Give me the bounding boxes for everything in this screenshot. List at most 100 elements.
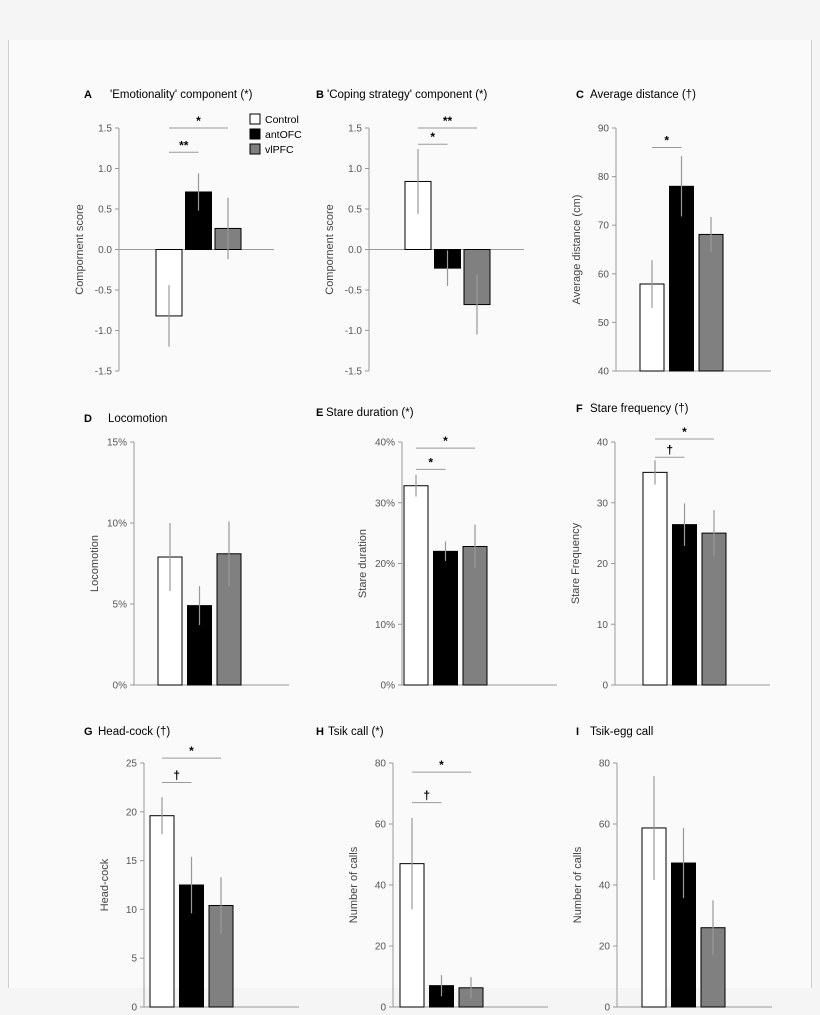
y-tick-label: 10% [375,620,395,631]
figure-canvas: A 'Emotionality' component (*) 1.5 1.0 0.5 0.… [74,89,772,1014]
panel-title: Locomotion [108,413,167,425]
y-tick-label: -1.0 [345,326,363,337]
y-tick-label: 40 [375,881,387,892]
y-tick-label: -1.0 [95,326,113,337]
y-tick-label: 0% [381,681,396,692]
y-tick-label: 60 [598,269,610,280]
panel-letter: F [576,403,583,415]
significance-label: ** [179,138,189,152]
panel-c: C Average distance (†) 90 80 70 60 50 40 Average… [571,89,771,378]
panel-title: Head-cock (†) [98,726,170,738]
y-tick-label: 15% [107,438,127,449]
y-tick-label: 60 [599,820,611,831]
y-tick-label: 0.5 [98,205,112,216]
y-tick-label: 20 [126,807,138,818]
panel-title: Stare duration (*) [326,407,414,419]
legend-swatch-vlpfc [249,143,261,155]
significance-label: * [439,758,444,772]
y-tick-label: 5 [131,954,137,965]
significance-label: * [443,434,448,448]
y-tick-label: 0 [604,1003,610,1014]
significance-label: ** [443,114,453,128]
y-tick-label: 20 [599,942,611,953]
panel-letter: G [84,726,93,738]
y-tick-label: 60 [375,820,387,831]
y-tick-label: 5% [113,600,128,611]
panel-title: 'Coping strategy' component (*) [327,89,488,101]
y-tick-label: 1.0 [348,164,362,175]
y-tick-label: 0.0 [348,245,362,256]
panel-b: B 'Coping strategy' component (*) 1.5 1.0 0.… [316,89,524,378]
panel-letter: D [84,413,92,425]
panel-title: Stare frequency (†) [590,403,689,415]
y-tick-label: 40 [597,438,609,449]
y-tick-label: 25 [126,759,138,770]
y-tick-label: 0% [113,681,128,692]
y-axis-label: Locomotion [89,535,101,592]
significance-label: * [428,455,433,469]
y-axis-label: Stare duration [357,529,369,598]
y-tick-label: 0 [380,1003,386,1014]
legend: Control antOFC vlPFC [249,113,302,156]
significance-label: * [430,130,435,144]
legend-label-vlpfc: vlPFC [265,144,294,156]
panel-letter: E [316,407,323,419]
y-tick-label: 90 [598,124,610,135]
y-tick-label: -0.5 [95,286,113,297]
y-tick-label: 10 [597,620,609,631]
y-tick-label: 20% [375,559,395,570]
significance-label: † [423,789,430,803]
bar-vlpfc [462,545,488,686]
legend-label-control: Control [265,114,299,126]
significance-label: † [173,769,180,783]
panel-letter: B [316,89,324,101]
panel-i: I Tsik-egg call 80 60 40 20 0 Number of calls [572,726,772,1014]
bar-antofc [433,550,458,686]
panel-h: H Tsik call (*) 80 60 40 20 0 Number of calls † * [316,726,548,1014]
y-tick-label: 70 [598,221,610,232]
y-tick-label: 1.5 [348,124,362,135]
significance-label: * [664,133,669,147]
significance-label: * [189,744,194,758]
bar-control [642,471,668,686]
panel-title: Average distance (†) [590,89,696,101]
y-tick-label: 40 [599,881,611,892]
y-tick-label: 0 [131,1003,137,1014]
y-tick-label: 0 [602,681,608,692]
y-axis-label: Compornent score [74,204,86,295]
bar-control [404,180,432,250]
y-tick-label: -1.5 [345,367,363,378]
y-tick-label: 15 [126,856,138,867]
panel-title: Tsik-egg call [590,726,653,738]
panel-letter: A [84,89,92,101]
figure-frame: A 'Emotionality' component (*) 1.5 1.0 0.5 0.… [8,40,812,1014]
panel-d: D Locomotion 15% 10% 5% 0% Locomotion [84,413,289,692]
panel-e: E Stare duration (*) 40% 30% 20% 10% 0% Stare d… [316,407,557,692]
y-tick-label: 40% [375,438,395,449]
bar-antofc [669,185,694,372]
y-tick-label: 50 [598,318,610,329]
panel-letter: I [576,726,579,738]
panel-title: Tsik call (*) [328,726,384,738]
bar-antofc [672,524,697,686]
y-tick-label: 40 [598,367,610,378]
y-axis-label: Number of calls [572,846,584,923]
y-tick-label: 30 [597,498,609,509]
legend-swatch-control [249,113,261,125]
y-axis-label: Head-cock [99,858,111,911]
y-tick-label: 10 [126,905,138,916]
legend-swatch-antofc [249,128,261,140]
significance-label: * [682,425,687,439]
y-axis-label: Average distance (cm) [571,195,583,305]
y-tick-label: 80 [375,759,387,770]
y-tick-label: 0.0 [98,245,112,256]
bar-control [149,815,175,1008]
y-tick-label: 80 [598,172,610,183]
legend-label-antofc: antOFC [265,129,302,141]
y-tick-label: 0.5 [348,205,362,216]
y-tick-label: 1.5 [98,124,112,135]
panel-f: F Stare frequency (†) 40 30 20 10 0 Stare Frequ… [570,403,770,692]
panel-a: A 'Emotionality' component (*) 1.5 1.0 0.5 0.… [74,89,274,378]
y-axis-label: Stare Frequency [570,522,582,604]
y-axis-label: Number of calls [348,846,360,923]
